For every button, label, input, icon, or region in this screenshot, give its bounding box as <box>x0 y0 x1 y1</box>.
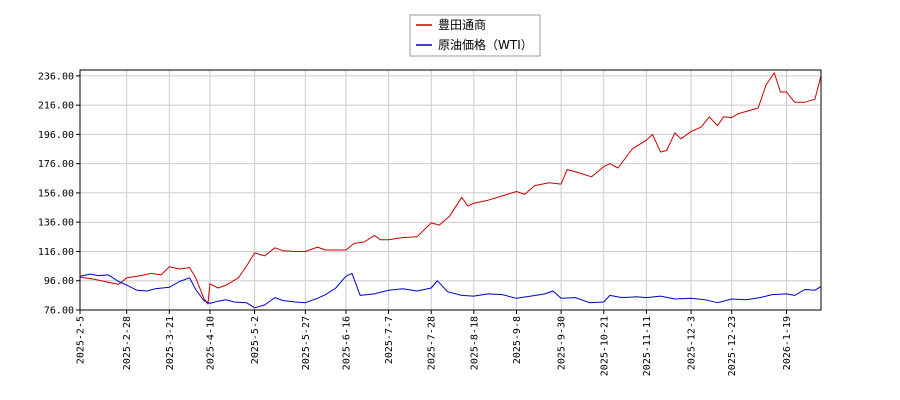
y-tick-label: 116.00 <box>38 247 74 258</box>
x-tick-label: 2025-11-11 <box>642 316 653 376</box>
x-tick-label: 2025-3-21 <box>165 316 176 370</box>
x-axis-ticks: 2025-2-5 2025-2-28 2025-3-21 2025-4-10 2025-… <box>76 310 793 376</box>
x-tick-label: 2025-9-30 <box>557 316 568 370</box>
y-tick-label: 136.00 <box>38 218 74 229</box>
x-tick-label: 2025-5-27 <box>301 316 312 370</box>
y-tick-label: 236.00 <box>38 71 74 82</box>
series-line-1 <box>79 72 822 305</box>
x-tick-label: 2025-4-10 <box>205 316 216 370</box>
gridlines <box>79 70 821 311</box>
y-tick-label: 196.00 <box>38 130 74 141</box>
y-tick-label: 96.00 <box>44 276 74 287</box>
x-tick-label: 2025-10-21 <box>599 316 610 376</box>
x-tick-label: 2025-12-23 <box>727 316 738 376</box>
x-tick-label: 2025-2-28 <box>122 316 133 370</box>
y-tick-label: 216.00 <box>38 101 74 112</box>
x-tick-label: 2025-6-16 <box>341 316 352 370</box>
x-tick-label: 2025-7-28 <box>427 316 438 370</box>
y-tick-label: 76.00 <box>44 306 74 317</box>
x-tick-label: 2025-7-7 <box>384 316 395 364</box>
x-tick-label: 2025-8-18 <box>469 316 480 370</box>
legend-label-series-1: 豊田通商 <box>438 17 486 32</box>
series-line-2 <box>79 272 822 309</box>
x-tick-label: 2025-5-2 <box>250 316 261 364</box>
plot-frame <box>79 69 822 311</box>
x-tick-label: 2025-12-3 <box>687 316 698 370</box>
y-axis-ticks: 76.00 96.00 116.00 136.00 156.00 176.00 196.00… <box>38 71 80 317</box>
y-tick-label: 176.00 <box>38 159 74 170</box>
series-lines <box>79 72 822 309</box>
x-tick-label: 2025-2-5 <box>76 316 87 364</box>
y-tick-label: 156.00 <box>38 188 74 199</box>
legend: 豊田通商 原油価格（WTI） <box>409 14 541 57</box>
legend-label-series-2: 原油価格（WTI） <box>438 37 533 52</box>
plot-area <box>80 70 821 310</box>
x-tick-label: 2026-1-19 <box>782 316 793 370</box>
x-tick-label: 2025-9-8 <box>512 316 523 364</box>
legend-box <box>409 14 541 57</box>
